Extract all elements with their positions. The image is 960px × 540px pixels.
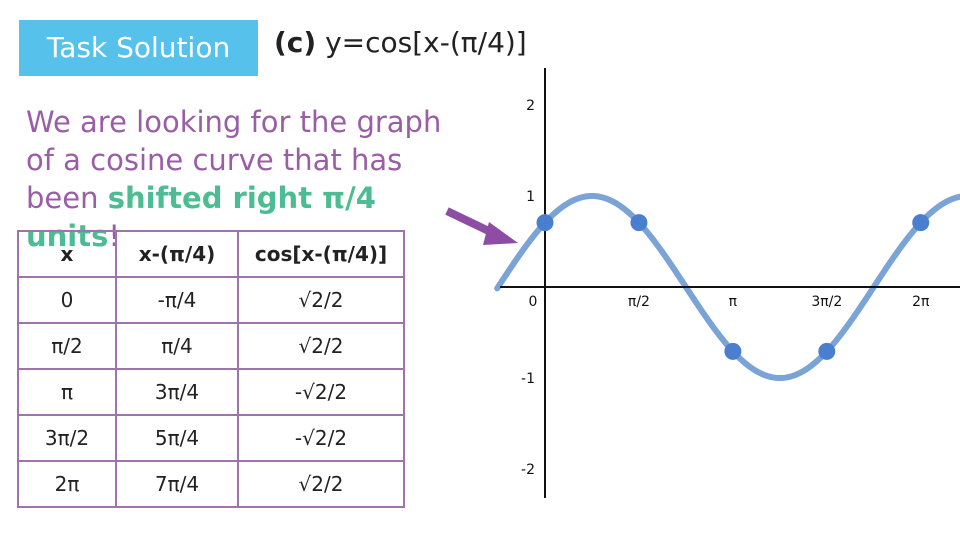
y-tick-label: 2 (526, 98, 535, 114)
table-cell: √2/2 (237, 322, 405, 370)
data-point (724, 342, 742, 360)
data-point (630, 214, 648, 232)
data-point (536, 214, 554, 232)
table-cell: π (17, 368, 117, 416)
equation: y=cos[x-(π/4)] (325, 26, 527, 59)
table-cell: π/4 (115, 322, 239, 370)
table-header: cos[x-(π/4)] (237, 230, 405, 278)
task-solution-badge: Task Solution (19, 20, 258, 76)
table-cell: 5π/4 (115, 414, 239, 462)
table-cell: 0 (17, 276, 117, 324)
table-row: 2π 7π/4 √2/2 (17, 460, 405, 508)
table-cell: 2π (17, 460, 117, 508)
table-header-row: x x-(π/4) cos[x-(π/4)] (17, 230, 405, 278)
cosine-graph: 0 π/2 π 3π/2 2π 2 1 -1 -2 (445, 68, 960, 498)
table-row: 0 -π/4 √2/2 (17, 276, 405, 324)
table-row: 3π/2 5π/4 -√2/2 (17, 414, 405, 462)
x-tick-label: 0 (529, 294, 538, 310)
table-cell: √2/2 (237, 460, 405, 508)
table-header: x (17, 230, 117, 278)
table-cell: √2/2 (237, 276, 405, 324)
part-label: (c) (274, 26, 317, 59)
values-table: x x-(π/4) cos[x-(π/4)] 0 -π/4 √2/2 π/2 π… (17, 230, 405, 508)
table-cell: 7π/4 (115, 460, 239, 508)
table-cell: 3π/4 (115, 368, 239, 416)
table-cell: -π/4 (115, 276, 239, 324)
table-cell: -√2/2 (237, 414, 405, 462)
y-tick-label: -1 (521, 371, 535, 387)
y-tick-label: 1 (526, 189, 535, 205)
problem-title: (c) y=cos[x-(π/4)] (274, 26, 527, 59)
x-tick-label: π/2 (628, 294, 650, 310)
table-cell: 3π/2 (17, 414, 117, 462)
x-tick-label: 2π (912, 294, 930, 310)
table-row: π/2 π/4 √2/2 (17, 322, 405, 370)
table-row: π 3π/4 -√2/2 (17, 368, 405, 416)
x-tick-label: 3π/2 (811, 294, 842, 310)
x-tick-label: π (729, 294, 738, 310)
data-point (912, 214, 930, 232)
arrow-icon (483, 222, 518, 245)
table-cell: π/2 (17, 322, 117, 370)
y-tick-label: -2 (521, 462, 535, 478)
table-header: x-(π/4) (115, 230, 239, 278)
table-cell: -√2/2 (237, 368, 405, 416)
intro-text-before: We are looking for the graph of a cosine… (26, 105, 442, 215)
data-point (818, 342, 836, 360)
